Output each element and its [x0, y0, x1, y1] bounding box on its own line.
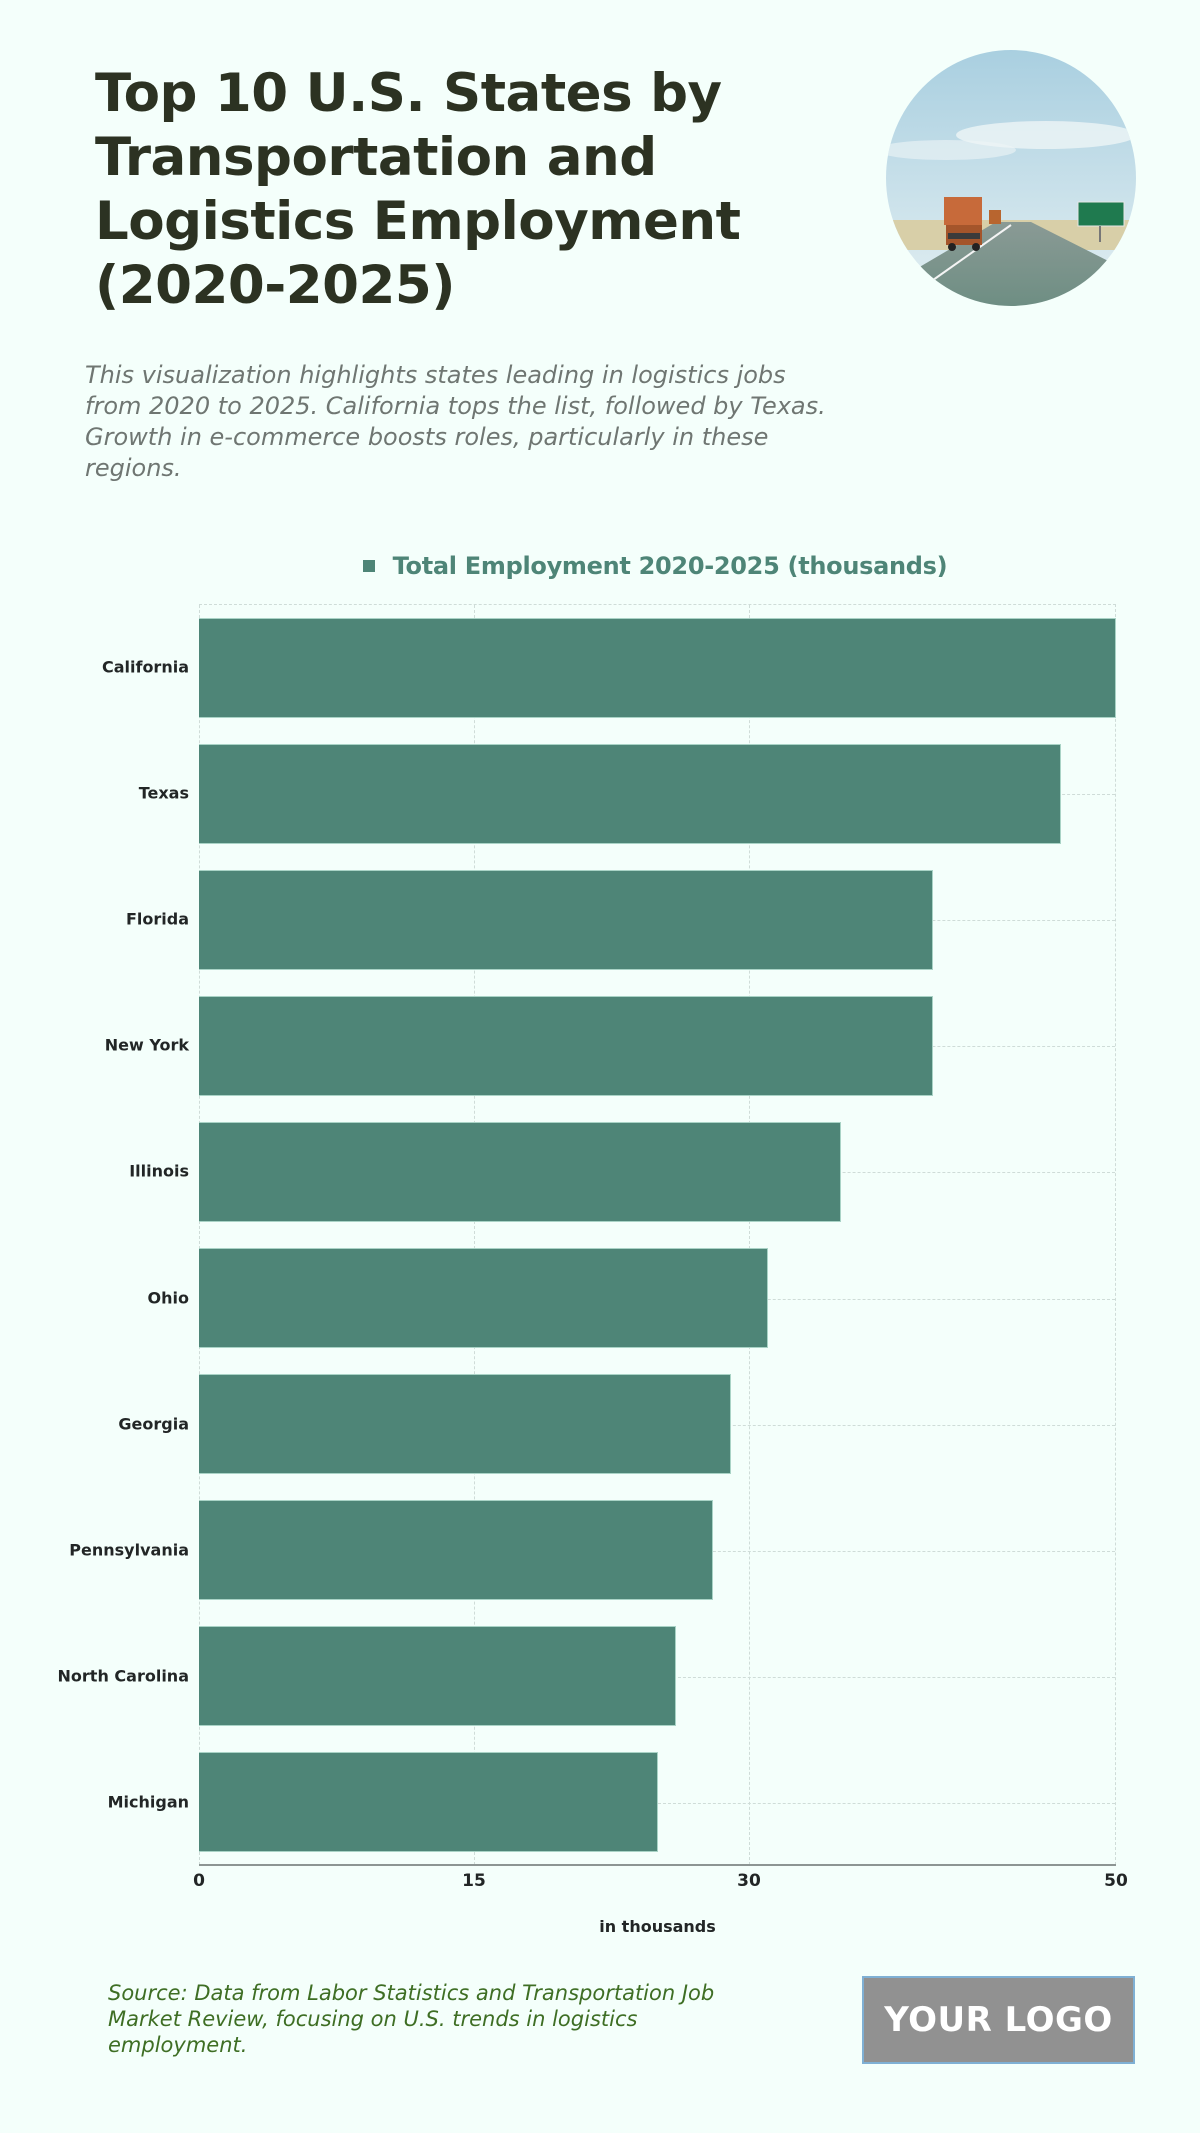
gridline-0	[199, 605, 200, 1865]
category-label: Illinois	[129, 1161, 189, 1181]
category-label: New York	[104, 1035, 189, 1055]
bar-row	[199, 983, 1115, 1109]
bar-ohio	[199, 1248, 768, 1348]
chart-legend: Total Employment 2020-2025 (thousands)	[0, 552, 1200, 580]
source-note: Source: Data from Labor Statistics and T…	[108, 1981, 715, 2057]
logo-placeholder: YOUR LOGO	[862, 1976, 1135, 2064]
bar-row	[199, 1236, 1115, 1362]
bar-north-carolina	[199, 1626, 676, 1727]
bar-chart-plot-area	[199, 604, 1116, 1865]
bar-florida	[199, 869, 933, 970]
chart-description: This visualization highlights states lea…	[85, 361, 826, 482]
gridline-15	[474, 605, 476, 1865]
category-label: Florida	[125, 909, 189, 929]
bar-row	[199, 1488, 1115, 1614]
hero-photo	[886, 50, 1136, 306]
category-label: Texas	[138, 783, 189, 803]
bar-michigan	[199, 1752, 658, 1853]
bar-texas	[199, 743, 1061, 844]
legend-label: Total Employment 2020-2025 (thousands)	[392, 552, 948, 580]
page-title: Top 10 U.S. States by Transportation and…	[95, 63, 741, 316]
gridline-30	[749, 605, 751, 1865]
bar-row	[199, 1614, 1115, 1740]
highway-trucks-photo-icon	[886, 50, 1136, 306]
x-tick-label: 0	[193, 1871, 205, 1891]
bar-row	[199, 1109, 1115, 1235]
bar-row	[199, 605, 1116, 731]
x-axis-title: in thousands	[599, 1917, 716, 1936]
category-label: Pennsylvania	[69, 1540, 189, 1560]
bar-row	[199, 731, 1115, 857]
bar-new-york	[199, 995, 933, 1096]
x-tick-label: 15	[462, 1871, 486, 1891]
category-label: Ohio	[147, 1288, 189, 1308]
bar-row	[199, 857, 1115, 983]
bar-row	[199, 1362, 1115, 1488]
legend-swatch-icon	[362, 560, 375, 572]
bar-georgia	[199, 1374, 731, 1475]
bar-california	[199, 617, 1116, 718]
category-label: Michigan	[107, 1792, 189, 1812]
bar-illinois	[199, 1121, 841, 1222]
bar-row	[199, 1740, 1115, 1866]
bar-pennsylvania	[199, 1500, 713, 1601]
category-label: Georgia	[118, 1414, 189, 1434]
category-label: North Carolina	[57, 1666, 189, 1686]
category-label: California	[101, 657, 189, 677]
x-axis-line	[199, 1864, 1116, 1866]
logo-text: YOUR LOGO	[884, 2000, 1113, 2040]
x-tick-label: 50	[1104, 1871, 1128, 1891]
x-tick-label: 30	[737, 1871, 761, 1891]
